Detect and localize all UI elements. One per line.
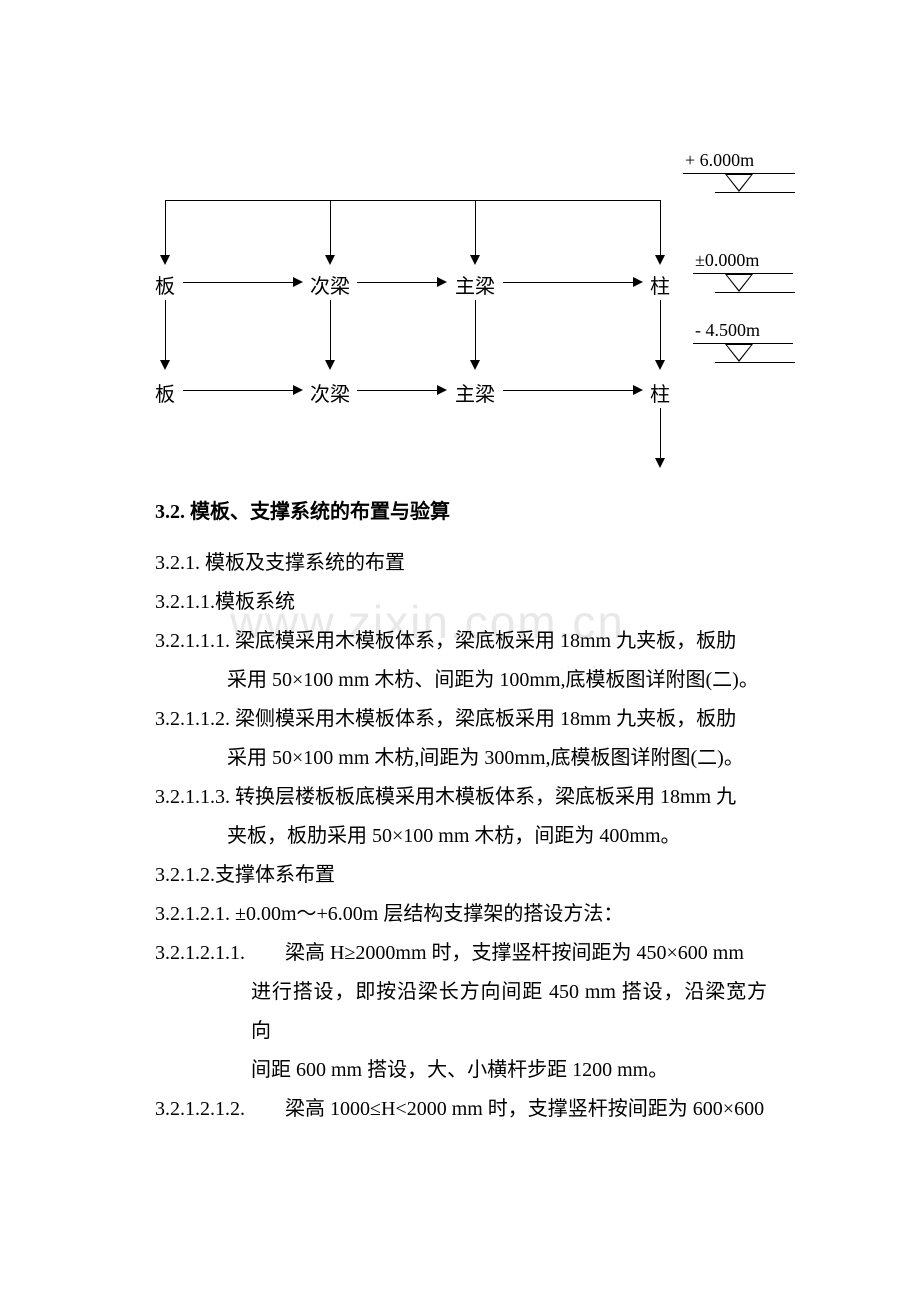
level-triangle	[725, 344, 753, 362]
text-line: 3.2.1.2.1.2. 梁高 1000≤H<2000 mm 时，支撑竖杆按间距…	[155, 1090, 767, 1129]
arrow-head	[655, 458, 665, 468]
text-line: 采用 50×100 mm 木枋、间距为 100mm,底模板图详附图(二)。	[155, 661, 767, 700]
text-line: 3.2.1.2.1.1. 梁高 H≥2000mm 时，支撑竖杆按间距为 450×…	[155, 934, 767, 973]
arrow-head	[437, 277, 447, 287]
text-line: 3.2.1. 模板及支撑系统的布置	[155, 544, 767, 583]
connector-line	[475, 200, 476, 255]
node-column-2: 柱	[650, 378, 670, 407]
flowchart-diagram: + 6.000m ±0.000m - 4.500m 板 次梁 主梁 柱 板	[155, 140, 825, 470]
text-line: 3.2.1.1.1. 梁底模采用木模板体系，梁底板采用 18mm 九夹板，板肋	[155, 622, 767, 661]
connector-line	[183, 390, 293, 391]
node-main-beam-2: 主梁	[455, 378, 495, 407]
connector-line	[475, 300, 476, 360]
arrow-head	[325, 255, 335, 265]
connector-line	[660, 300, 661, 360]
arrow-head	[293, 385, 303, 395]
level-label-1: + 6.000m	[685, 150, 754, 171]
connector-line	[357, 282, 437, 283]
section-heading: 3.2. 模板、支撑系统的布置与验算	[155, 495, 767, 524]
arrow-head	[293, 277, 303, 287]
text-line: 3.2.1.1.3. 转换层楼板板底模采用木模板体系，梁底板采用 18mm 九	[155, 778, 767, 817]
node-secondary-beam-2: 次梁	[310, 378, 350, 407]
text-line: 3.2.1.1.模板系统	[155, 583, 767, 622]
node-main-beam-1: 主梁	[455, 270, 495, 299]
level-label-3: - 4.500m	[695, 320, 760, 341]
level-line	[715, 292, 795, 293]
text-line: 间距 600 mm 搭设，大、小横杆步距 1200 mm。	[155, 1051, 767, 1090]
level-line	[715, 362, 795, 363]
arrow-head	[160, 255, 170, 265]
arrow-head	[437, 385, 447, 395]
arrow-head	[470, 360, 480, 370]
level-triangle	[725, 174, 753, 192]
text-line: 夹板，板肋采用 50×100 mm 木枋，间距为 400mm。	[155, 817, 767, 856]
arrow-head	[655, 255, 665, 265]
document-content: 3.2. 模板、支撑系统的布置与验算 3.2.1. 模板及支撑系统的布置 3.2…	[155, 495, 767, 1129]
arrow-head	[470, 255, 480, 265]
connector-line	[330, 200, 331, 255]
connector-line	[165, 300, 166, 360]
connector-line	[660, 200, 661, 255]
arrow-head	[325, 360, 335, 370]
level-triangle	[725, 274, 753, 292]
connector-line	[330, 300, 331, 360]
text-line: 进行搭设，即按沿梁长方向间距 450 mm 搭设，沿梁宽方向	[155, 973, 767, 1051]
text-line: 3.2.1.1.2. 梁侧模采用木模板体系，梁底板采用 18mm 九夹板，板肋	[155, 700, 767, 739]
arrow-head	[655, 360, 665, 370]
connector-line	[357, 390, 437, 391]
connector-line	[503, 390, 633, 391]
connector-line	[183, 282, 293, 283]
arrow-head	[633, 385, 643, 395]
level-line	[715, 192, 795, 193]
level-label-2: ±0.000m	[695, 250, 759, 271]
connector-line	[165, 200, 166, 255]
text-line: 采用 50×100 mm 木枋,间距为 300mm,底模板图详附图(二)。	[155, 739, 767, 778]
connector-line	[503, 282, 633, 283]
arrow-head	[633, 277, 643, 287]
node-board-1: 板	[155, 270, 175, 299]
connector-line	[660, 408, 661, 458]
arrow-head	[160, 360, 170, 370]
text-line: 3.2.1.2.1. ±0.00m～+6.00m 层结构支撑架的搭设方法：	[155, 895, 767, 934]
connector-line	[165, 200, 660, 201]
node-secondary-beam-1: 次梁	[310, 270, 350, 299]
node-column-1: 柱	[650, 270, 670, 299]
text-line: 3.2.1.2.支撑体系布置	[155, 856, 767, 895]
node-board-2: 板	[155, 378, 175, 407]
